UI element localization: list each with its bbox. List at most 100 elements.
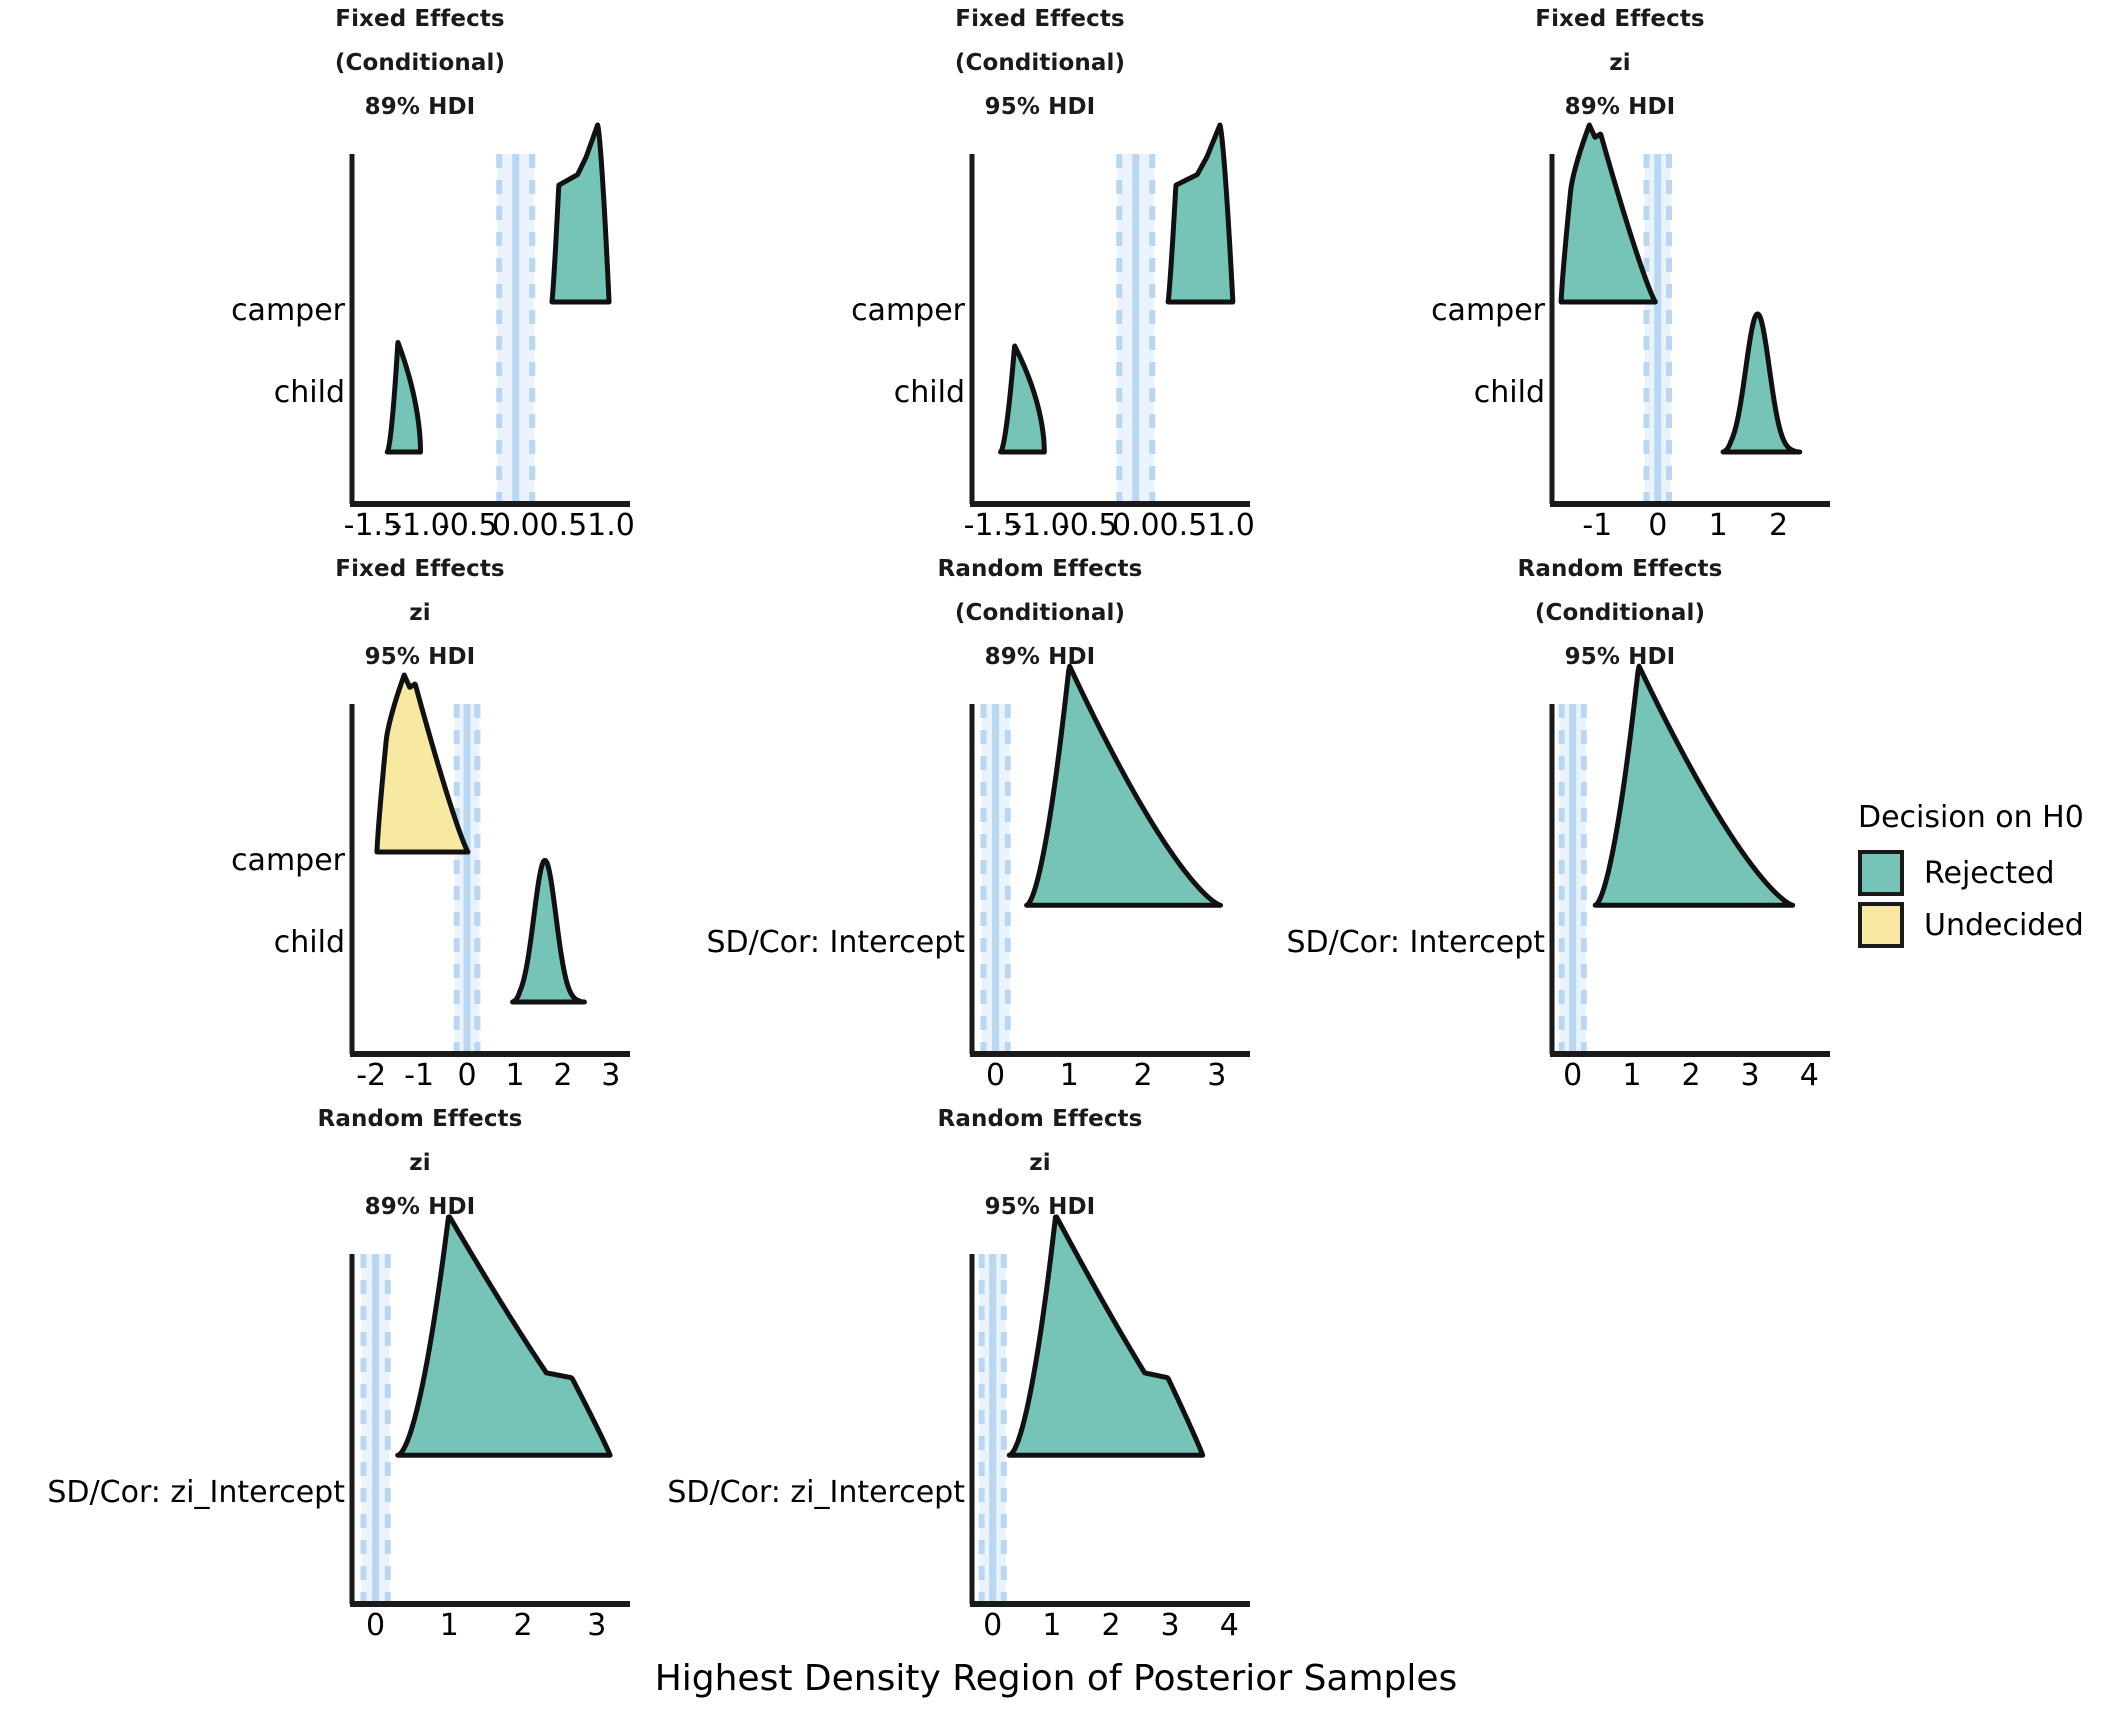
y-category-label: SD/Cor: zi_Intercept <box>47 1475 345 1510</box>
panel-title-line3: 89% HDI <box>364 94 476 120</box>
y-category-label: child <box>893 375 965 410</box>
legend-swatch-rejected <box>1858 850 1904 896</box>
panel-title-line2: zi <box>409 600 431 626</box>
plot-area <box>969 663 1250 1057</box>
y-category-label: camper <box>1431 293 1545 328</box>
x-tick-label: 3 <box>1160 1608 1180 1643</box>
x-tick-label: 4 <box>1799 1058 1819 1093</box>
x-tick-label: 3 <box>1207 1058 1227 1093</box>
density-ridge <box>374 672 471 855</box>
plot-area <box>1549 122 1830 507</box>
legend-item-rejected[interactable]: Rejected <box>1858 847 2084 899</box>
y-axis-category-labels: camper child <box>120 846 345 1010</box>
panel-title-line2: zi <box>1029 1150 1051 1176</box>
x-tick-label: 1 <box>1059 1058 1079 1093</box>
panel-svg <box>1549 663 1830 1057</box>
x-tick-label: 1 <box>505 1058 525 1093</box>
x-tick-label: -0.5 <box>438 508 498 543</box>
x-axis-ticks: -1.5 -1.0 -0.5 0.0 0.5 1.0 <box>964 508 1255 548</box>
x-tick-label: 0 <box>366 1608 386 1643</box>
y-axis-category-labels: SD/Cor: zi_Intercept <box>0 1478 345 1508</box>
panel-title-line2: (Conditional) <box>1534 600 1706 626</box>
panel-fixed-conditional-95: Fixed Effects (Conditional) 95% HDI -1.5… <box>820 8 1260 548</box>
panel-svg <box>1549 122 1830 507</box>
x-tick-label: 2 <box>553 1058 573 1093</box>
density-ridge <box>395 1214 613 1458</box>
x-tick-label: 2 <box>1101 1608 1121 1643</box>
x-tick-label: 3 <box>587 1608 607 1643</box>
x-axis-ticks: -2 -1 0 1 2 3 <box>352 1058 630 1098</box>
density-ridge <box>1558 122 1658 305</box>
panel-title-line1: Fixed Effects <box>335 6 505 32</box>
x-tick-label: -1.5 <box>963 508 1023 543</box>
panel-title-line1: Fixed Effects <box>1535 6 1705 32</box>
y-category-label: camper <box>231 843 345 878</box>
y-axis-category-labels: camper child <box>740 296 965 460</box>
legend-item-undecided[interactable]: Undecided <box>1858 899 2084 951</box>
plot-area <box>1549 663 1830 1057</box>
panel-title-line1: Random Effects <box>317 1106 523 1132</box>
density-ridge <box>1592 663 1796 908</box>
y-category-label: camper <box>851 293 965 328</box>
x-tick-label: 0.0 <box>1111 508 1160 543</box>
y-category-label: SD/Cor: Intercept <box>706 925 965 960</box>
x-tick-label: 1.0 <box>587 508 635 543</box>
x-axis-ticks: -1.5 -1.0 -0.5 0.0 0.5 1.0 <box>344 508 635 548</box>
legend-label-rejected: Rejected <box>1924 855 2055 891</box>
panel-title-line3: 95% HDI <box>1564 644 1676 670</box>
y-axis-category-labels: camper child <box>1320 296 1545 460</box>
panel-random-conditional-95: Random Effects (Conditional) 95% HDI 0 1 2… <box>1286 558 1840 1098</box>
x-tick-label: 2 <box>513 1608 533 1643</box>
panel-title-line1: Random Effects <box>937 1106 1143 1132</box>
x-tick-label: 2 <box>1681 1058 1701 1093</box>
legend-title: Decision on H0 <box>1858 800 2084 835</box>
x-tick-label: 1 <box>1708 508 1728 543</box>
plot-area <box>969 1214 1250 1607</box>
x-tick-label: 0.5 <box>1159 508 1208 543</box>
legend-label-undecided: Undecided <box>1924 907 2084 943</box>
x-tick-label: 0 <box>1563 1058 1583 1093</box>
panel-svg <box>969 663 1250 1057</box>
x-tick-label: 4 <box>1219 1608 1239 1643</box>
panel-title-line1: Random Effects <box>937 556 1143 582</box>
plot-area <box>349 1214 630 1607</box>
y-axis-category-labels: SD/Cor: Intercept <box>1190 928 1545 958</box>
y-category-label: SD/Cor: zi_Intercept <box>667 1475 965 1510</box>
x-tick-label: 0.5 <box>539 508 588 543</box>
y-category-label: SD/Cor: Intercept <box>1286 925 1545 960</box>
x-tick-label: 0 <box>986 1058 1006 1093</box>
y-axis-category-labels: camper child <box>120 296 345 460</box>
x-tick-label: -1 <box>1582 508 1613 543</box>
panel-title-line2: (Conditional) <box>954 50 1126 76</box>
density-ridge <box>1006 1214 1206 1458</box>
plot-area <box>349 672 630 1057</box>
panel-random-zi-89: Random Effects zi 89% HDI 0 1 2 3 SD/Cor: z… <box>47 1106 640 1648</box>
y-category-label: camper <box>231 293 345 328</box>
y-axis-category-labels: SD/Cor: zi_Intercept <box>610 1478 965 1508</box>
x-tick-label: 1 <box>439 1608 459 1643</box>
panel-title-line2: (Conditional) <box>954 600 1126 626</box>
y-category-label: child <box>273 925 345 960</box>
panel-title-line3: 95% HDI <box>364 644 476 670</box>
density-ridge <box>1165 122 1236 305</box>
density-ridge <box>1720 311 1803 455</box>
x-tick-label: 0.0 <box>491 508 540 543</box>
panel-title-line3: 89% HDI <box>1564 94 1676 120</box>
y-category-label: child <box>1473 375 1545 410</box>
x-tick-label: -1.0 <box>391 508 450 543</box>
panel-title-line2: zi <box>1609 50 1631 76</box>
panel-title-line2: zi <box>409 1150 431 1176</box>
panel-title-line3: 89% HDI <box>984 644 1096 670</box>
density-ridge <box>384 339 424 455</box>
x-axis-ticks: -1 0 1 2 <box>1552 508 1830 548</box>
x-tick-label: 0 <box>457 1058 477 1093</box>
x-axis-ticks: 0 1 2 3 4 <box>972 1608 1250 1648</box>
panel-fixed-conditional-89: Fixed Effects (Conditional) 89% HDI -1.5… <box>200 8 640 548</box>
x-tick-label: 2 <box>1769 508 1789 543</box>
x-tick-label: -1.0 <box>1011 508 1070 543</box>
density-ridge <box>1024 663 1223 908</box>
x-tick-label: 3 <box>1740 1058 1760 1093</box>
x-tick-label: 1.0 <box>1207 508 1255 543</box>
x-axis-ticks: 0 1 2 3 <box>972 1058 1250 1098</box>
